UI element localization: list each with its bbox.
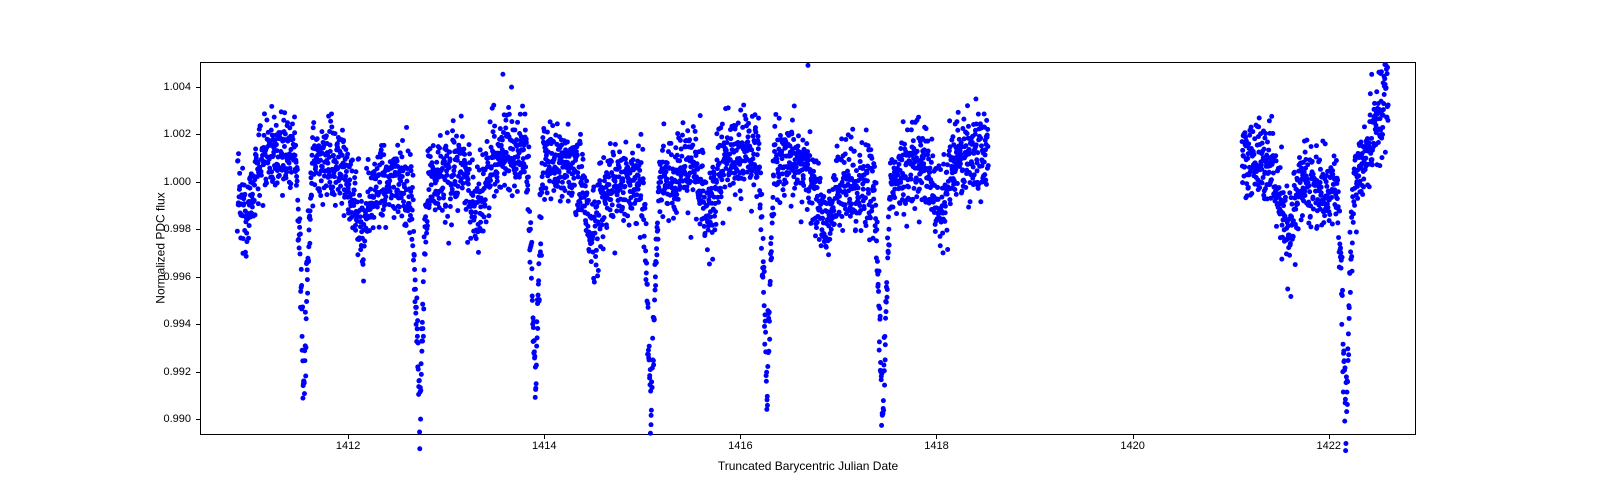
x-tick xyxy=(348,434,349,439)
y-tick-label: 0.992 xyxy=(163,366,191,378)
figure: 1412141414161418142014220.9900.9920.9940… xyxy=(0,0,1600,500)
y-tick xyxy=(196,277,201,278)
x-tick-label: 1416 xyxy=(728,440,752,452)
x-axis-label: Truncated Barycentric Julian Date xyxy=(708,459,908,473)
x-tick-label: 1412 xyxy=(336,440,360,452)
y-tick xyxy=(196,324,201,325)
y-tick xyxy=(196,134,201,135)
x-tick xyxy=(1329,434,1330,439)
y-tick-label: 0.994 xyxy=(163,318,191,330)
x-tick-label: 1414 xyxy=(532,440,556,452)
y-tick-label: 1.004 xyxy=(163,81,191,93)
y-tick xyxy=(196,87,201,88)
x-tick xyxy=(1133,434,1134,439)
y-tick-label: 0.990 xyxy=(163,413,191,425)
x-tick-label: 1420 xyxy=(1120,440,1144,452)
x-tick xyxy=(936,434,937,439)
y-tick-label: 1.000 xyxy=(163,176,191,188)
y-axis-label: Normalized PDC flux xyxy=(154,192,168,303)
x-tick-label: 1418 xyxy=(924,440,948,452)
x-tick xyxy=(740,434,741,439)
x-tick-label: 1422 xyxy=(1316,440,1340,452)
y-tick xyxy=(196,229,201,230)
scatter-points xyxy=(201,63,1415,434)
plot-area: 1412141414161418142014220.9900.9920.9940… xyxy=(200,62,1416,435)
y-tick xyxy=(196,182,201,183)
y-tick xyxy=(196,372,201,373)
x-tick xyxy=(544,434,545,439)
y-tick-label: 1.002 xyxy=(163,128,191,140)
y-tick xyxy=(196,419,201,420)
